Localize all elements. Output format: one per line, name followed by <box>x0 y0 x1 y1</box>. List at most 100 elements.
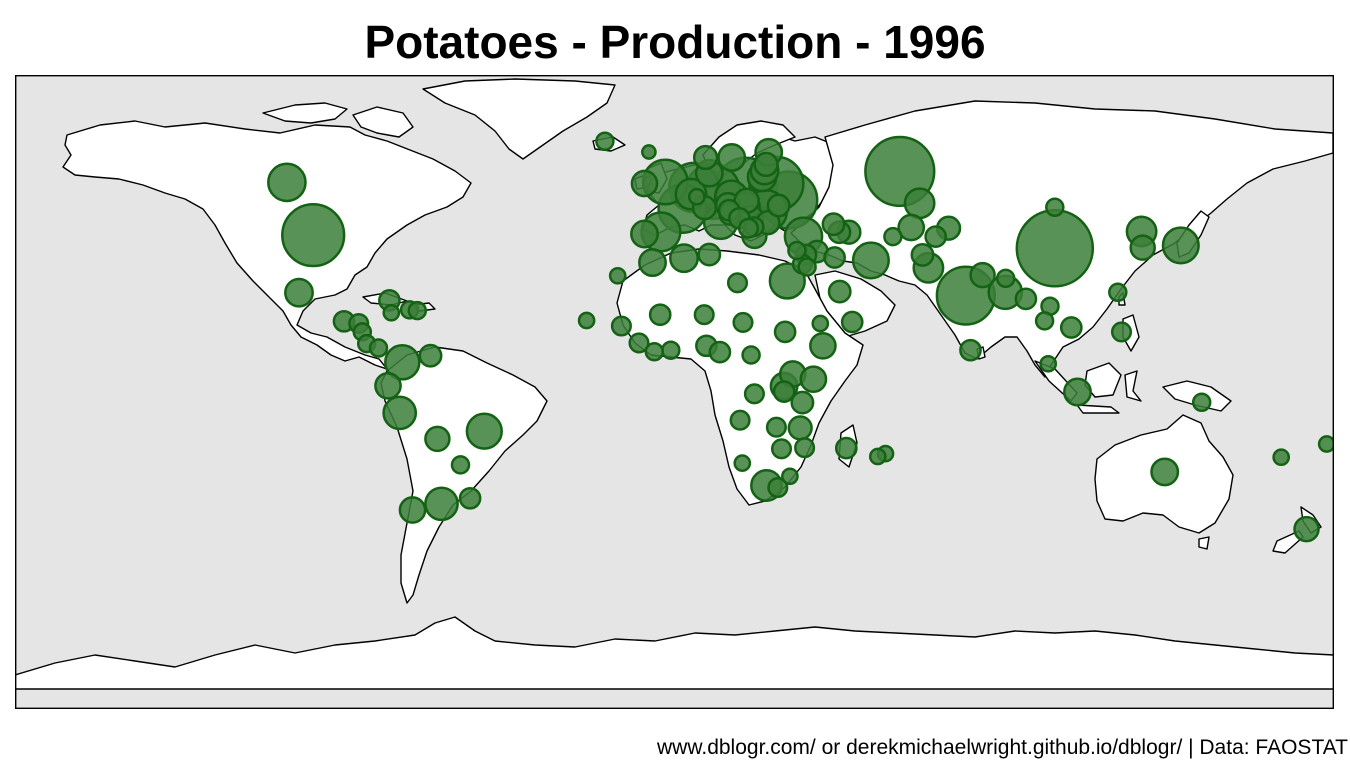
bubble-myanmar <box>1014 287 1038 311</box>
bubble-peru <box>382 395 418 431</box>
bubble-senegal <box>610 315 632 337</box>
north-america-landmass <box>62 120 472 370</box>
bubble-kenya <box>799 365 828 394</box>
world-map <box>15 75 1334 709</box>
bubble-albania <box>737 217 760 239</box>
bubble-iran <box>851 241 890 280</box>
bubble-namibia <box>733 454 752 472</box>
bubble-niger <box>693 304 715 326</box>
chart-title: Potatoes - Production - 1996 <box>364 16 986 68</box>
java <box>1076 404 1120 414</box>
bubble-cyprus <box>787 240 807 261</box>
bubble-kazakhstan <box>903 187 936 220</box>
bubble-dominican-rep- <box>407 300 428 321</box>
bubble-sri-lanka <box>959 338 982 362</box>
bubble-central-african-rep- <box>741 345 761 365</box>
bubble-dr-congo <box>743 383 765 405</box>
bubble-brazil <box>465 412 503 450</box>
tasmania <box>1198 536 1210 550</box>
bubble-reunion <box>868 447 887 466</box>
bubble-estonia <box>753 151 779 178</box>
bubble-canary-islands <box>608 266 627 285</box>
bubble-ethiopia <box>809 331 837 360</box>
bubble-zambia <box>765 416 787 438</box>
bubble-canada <box>267 162 307 203</box>
bubble-jamaica <box>382 303 401 322</box>
bubble-new-zealand <box>1293 515 1320 543</box>
bubble-taiwan <box>1108 282 1128 303</box>
antarctica <box>15 616 1334 690</box>
bubble-norway <box>692 144 719 171</box>
bubble-iceland <box>595 131 615 152</box>
bubble-jordan <box>797 257 817 277</box>
bubble-saudi-arabia <box>827 279 852 304</box>
bubble-ghana <box>661 340 681 360</box>
bubble-tanzania <box>790 390 815 415</box>
bubble-cape-verde <box>577 311 596 330</box>
bubble-chile <box>398 496 427 524</box>
bubble-ecuador <box>374 371 402 400</box>
bubble-eritrea <box>811 314 830 333</box>
bubble-vietnam <box>1059 316 1083 339</box>
bubble-sweden <box>717 143 747 172</box>
bubble-ireland <box>630 169 659 198</box>
bubble-united-states <box>281 202 346 268</box>
bubble-iraq <box>823 246 846 269</box>
greenland <box>422 78 616 160</box>
bubble-burundi <box>772 380 796 403</box>
bubble-faroe-islands <box>641 144 657 160</box>
bubble-morocco <box>638 248 667 278</box>
bubble-eswatini <box>781 467 799 486</box>
bubble-georgia <box>821 212 846 237</box>
bubble-libya <box>726 272 749 294</box>
bubble-yemen <box>840 310 864 334</box>
bubble-mozambique <box>794 437 816 459</box>
bubble-thailand <box>1034 311 1055 331</box>
bubble-chad <box>732 311 754 333</box>
map-border <box>15 75 1334 709</box>
bubble-luxembourg <box>687 187 706 206</box>
bubble-paraguay <box>450 455 471 475</box>
bubble-argentina <box>424 486 459 522</box>
bubble-zimbabwe <box>770 438 793 460</box>
bubble-tajikistan <box>924 225 948 248</box>
bubble-cote-d-ivoire <box>644 341 665 362</box>
bubble-malaysia <box>1039 354 1058 373</box>
bubble-madagascar <box>834 436 858 460</box>
bubble-mongolia <box>1045 197 1065 218</box>
bubble-tunisia <box>697 242 722 267</box>
arctic-islands <box>262 102 348 124</box>
sulawesi <box>1124 370 1142 402</box>
source-caption: www.dblogr.com/ or derekmichaelwright.gi… <box>657 736 1348 759</box>
bubble-cameroon <box>708 340 732 364</box>
bubble-philippines <box>1110 321 1133 343</box>
bubble-china <box>1015 209 1095 288</box>
bubble-bhutan <box>995 268 1016 289</box>
bubble-uruguay <box>458 486 482 510</box>
bubble-papua-new-guinea <box>1191 392 1212 413</box>
bubble-panama <box>368 338 389 358</box>
bubble-lesotho <box>767 477 789 499</box>
bubble-fiji <box>1317 435 1334 453</box>
production-bubbles <box>267 131 1334 543</box>
bubble-nepal <box>969 261 996 289</box>
bubble-venezuela <box>418 343 443 368</box>
bubble-algeria <box>669 243 699 274</box>
bubble-angola <box>729 409 751 431</box>
baffin-island <box>352 106 414 138</box>
bubble-new-caledonia <box>1272 448 1291 467</box>
bubble-australia <box>1150 457 1180 487</box>
bubble-guinea <box>628 332 650 354</box>
bubble-sudan <box>773 320 797 344</box>
bubble-mali <box>648 303 672 327</box>
bubble-moldova <box>766 193 791 218</box>
bubble-bolivia <box>424 425 451 453</box>
bubble-colombia <box>384 344 421 381</box>
bubble-malawi <box>787 415 813 441</box>
bubble-turkmenistan <box>883 226 903 247</box>
bubble-japan <box>1161 226 1200 265</box>
bubble-south-korea <box>1129 234 1156 261</box>
bubble-uzbekistan <box>897 213 926 242</box>
bubble-portugal <box>630 219 659 249</box>
bubble-afghanistan <box>910 242 935 267</box>
